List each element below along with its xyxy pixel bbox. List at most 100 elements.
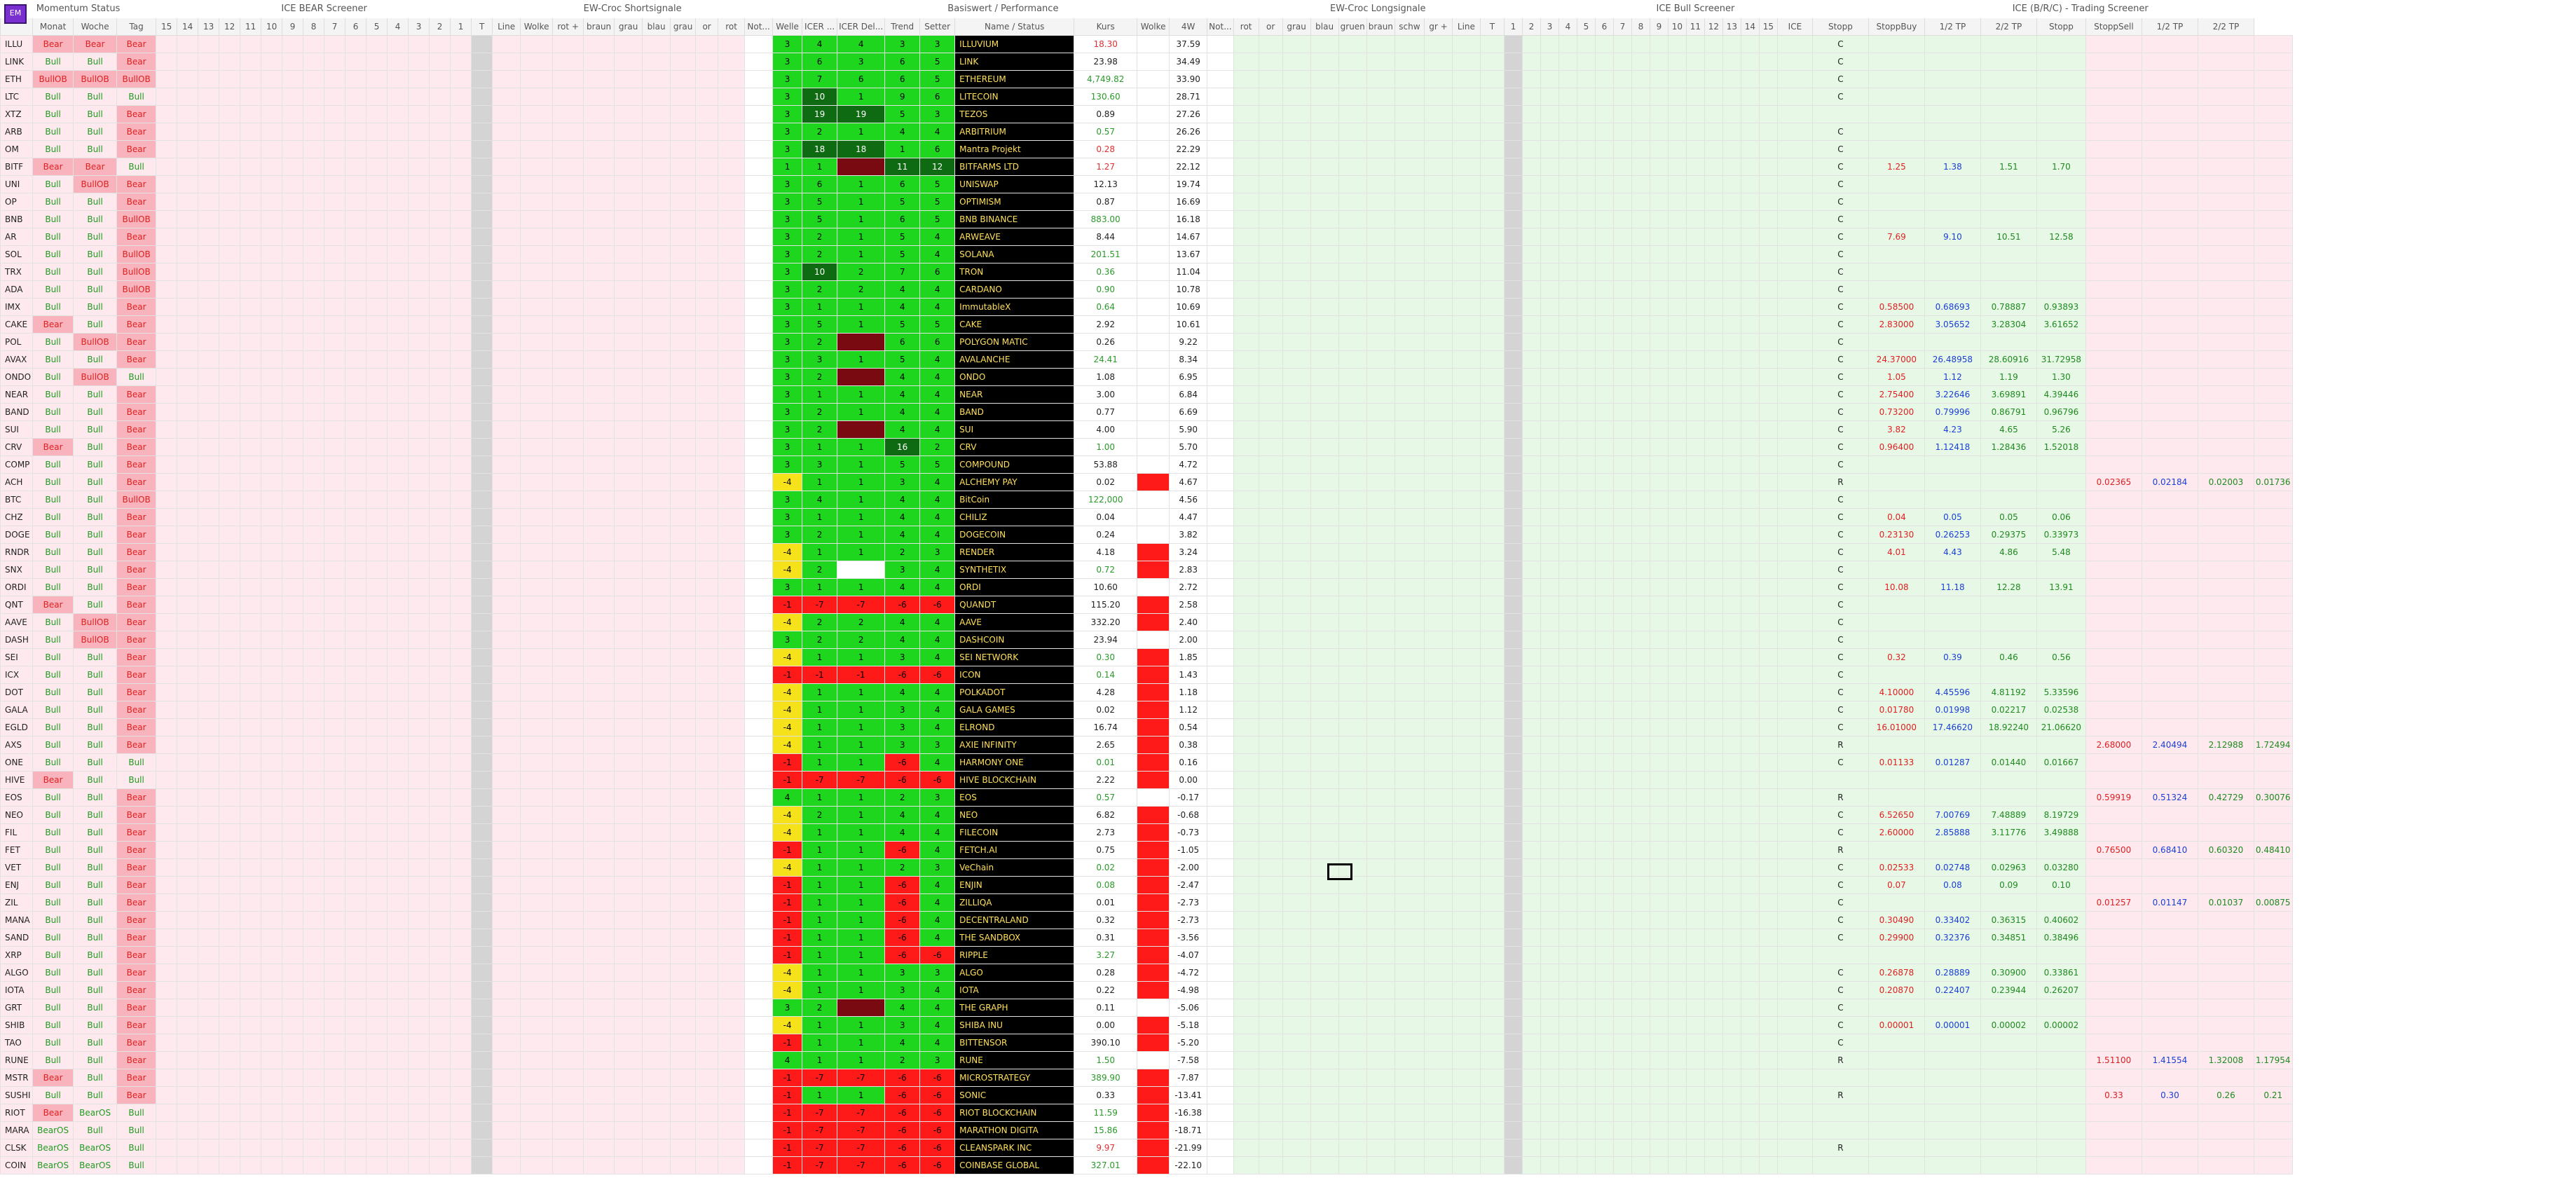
table-row[interactable]: XTZ Bull Bull Bear 3 19 19 5 3 TEZOS 0.89 27.26 — [0, 105, 2293, 123]
symbol-cell[interactable]: MANA — [0, 911, 34, 929]
table-row[interactable]: EGLD Bull Bull Bear -4 1 1 3 4 ELROND 16.74 0.54 C 16… — [0, 718, 2293, 737]
table-row[interactable]: COIN BearOS BearOS Bull -1 -7 -7 -6 -6 COINBASE G… — [0, 1156, 2293, 1174]
asset-name[interactable]: DOGECOIN — [954, 526, 1075, 544]
column-header[interactable]: 6 — [345, 18, 367, 36]
asset-name[interactable]: FILECOIN — [954, 823, 1075, 842]
column-header[interactable]: 1 — [450, 18, 472, 36]
asset-name[interactable]: OPTIMISM — [954, 193, 1075, 211]
asset-name[interactable]: NEAR — [954, 385, 1075, 404]
column-header[interactable]: blau — [1310, 18, 1339, 36]
column-header[interactable]: Name / Status — [954, 18, 1075, 36]
table-row[interactable]: IMX Bull Bull Bear 3 1 1 4 4 ImmutableX 0.64 10.69 C… — [0, 298, 2293, 316]
asset-name[interactable]: TRON — [954, 263, 1075, 281]
symbol-cell[interactable]: ADA — [0, 280, 34, 299]
column-header[interactable]: 8 — [1631, 18, 1650, 36]
asset-name[interactable]: UNISWAP — [954, 175, 1075, 193]
table-row[interactable]: MANA Bull Bull Bear -1 1 1 -6 4 DECENTRALAND 0.32-… — [0, 911, 2293, 929]
table-row[interactable]: CAKE Bear Bull Bear 3 5 1 5 5 CAKE 2.92 10.61 C 2.830… — [0, 315, 2293, 334]
column-header[interactable]: 1 — [1503, 18, 1523, 36]
column-header[interactable]: schw — [1394, 18, 1425, 36]
symbol-cell[interactable]: UNI — [0, 175, 34, 193]
table-row[interactable]: SNX Bull Bull Bear -4 2 3 4 SYNTHETIX 0.72 2.83 C — [0, 561, 2293, 579]
column-header[interactable]: 4W — [1169, 18, 1208, 36]
asset-name[interactable]: ARWEAVE — [954, 228, 1075, 246]
symbol-cell[interactable]: POL — [0, 333, 34, 351]
column-header[interactable]: 11 — [1685, 18, 1705, 36]
symbol-cell[interactable]: DOT — [0, 683, 34, 701]
column-header[interactable]: 1/2 TP — [2141, 18, 2198, 36]
column-header[interactable]: rot + — [552, 18, 584, 36]
asset-name[interactable]: CAKE — [954, 315, 1075, 334]
asset-name[interactable]: CLEANSPARK INC — [954, 1139, 1075, 1157]
symbol-cell[interactable]: LINK — [0, 53, 34, 71]
symbol-cell[interactable]: NEAR — [0, 385, 34, 404]
asset-name[interactable]: ILLUVIUM — [954, 35, 1075, 53]
asset-name[interactable]: POLKADOT — [954, 683, 1075, 701]
asset-name[interactable]: TEZOS — [954, 105, 1075, 123]
symbol-cell[interactable]: RNDR — [0, 543, 34, 561]
column-header[interactable]: Not... — [744, 18, 774, 36]
table-row[interactable]: TAO Bull Bull Bear -1 1 1 4 4 BITTENSOR 390.10 -5.2… — [0, 1034, 2293, 1052]
asset-name[interactable]: ALGO — [954, 964, 1075, 982]
symbol-cell[interactable]: VET — [0, 858, 34, 877]
symbol-cell[interactable]: TRX — [0, 263, 34, 281]
symbol-cell[interactable]: ETH — [0, 70, 34, 88]
column-header[interactable]: braun — [1366, 18, 1395, 36]
symbol-cell[interactable]: QNT — [0, 596, 34, 614]
table-row[interactable]: RNDR Bull Bull Bear -4 1 1 2 3 RENDER 4.18 3.24 C 4.0… — [0, 543, 2293, 561]
table-row[interactable]: SUSHI Bull Bull Bear -1 1 1 -6 -6 SONIC 0.33 -13.41… — [0, 1086, 2293, 1104]
symbol-cell[interactable]: ONE — [0, 753, 34, 772]
table-row[interactable]: MSTR Bear Bull Bear -1 -7 -7 -6 -6 MICROSTRATEGY 3… — [0, 1069, 2293, 1087]
symbol-cell[interactable]: COIN — [0, 1156, 34, 1174]
column-header[interactable]: 7 — [324, 18, 346, 36]
column-header[interactable]: 15 — [1758, 18, 1778, 36]
table-row[interactable]: NEAR Bull Bull Bear 3 1 1 4 4 NEAR 3.00 6.84 C 2.7540… — [0, 385, 2293, 404]
column-header[interactable]: Setter — [919, 18, 956, 36]
asset-name[interactable]: DASHCOIN — [954, 631, 1075, 649]
asset-name[interactable]: MARATHON DIGITA — [954, 1121, 1075, 1139]
symbol-cell[interactable]: NEO — [0, 806, 34, 824]
column-header[interactable]: Line — [492, 18, 521, 36]
column-header[interactable]: 10 — [261, 18, 283, 36]
table-row[interactable]: SAND Bull Bull Bear -1 1 1 -6 4 THE SANDBOX 0.31 -3… — [0, 929, 2293, 947]
asset-name[interactable]: SYNTHETIX — [954, 561, 1075, 579]
column-header[interactable]: 10 — [1667, 18, 1687, 36]
asset-name[interactable]: HIVE BLOCKCHAIN — [954, 771, 1075, 789]
symbol-cell[interactable]: EOS — [0, 788, 34, 807]
asset-name[interactable]: SOLANA — [954, 245, 1075, 263]
column-header[interactable]: blau — [642, 18, 671, 36]
asset-name[interactable]: ETHEREUM — [954, 70, 1075, 88]
asset-name[interactable]: BNB BINANCE — [954, 210, 1075, 228]
column-header[interactable]: T — [1479, 18, 1505, 36]
column-header[interactable]: StoppBuy — [1868, 18, 1925, 36]
symbol-cell[interactable]: SAND — [0, 929, 34, 947]
column-header[interactable]: ICER ... — [802, 18, 838, 36]
column-header[interactable]: 5 — [366, 18, 388, 36]
table-row[interactable]: RUNE Bull Bull Bear 4 1 1 2 3 RUNE 1.50 -7.58 R 1.511… — [0, 1051, 2293, 1069]
asset-name[interactable]: ZILLIQA — [954, 893, 1075, 912]
asset-name[interactable]: COMPOUND — [954, 455, 1075, 474]
symbol-cell[interactable]: ALGO — [0, 964, 34, 982]
symbol-cell[interactable]: ICX — [0, 666, 34, 684]
column-header[interactable]: grau — [614, 18, 643, 36]
asset-name[interactable]: AAVE — [954, 613, 1075, 631]
table-row[interactable]: AXS Bull Bull Bear -4 1 1 3 3 AXIE INFINITY 2.65 0.… — [0, 736, 2293, 754]
asset-name[interactable]: SUI — [954, 420, 1075, 439]
column-header[interactable]: rot — [718, 18, 746, 36]
column-header[interactable]: 2/2 TP — [1980, 18, 2037, 36]
symbol-cell[interactable]: BAND — [0, 403, 34, 421]
symbol-cell[interactable]: RUNE — [0, 1051, 34, 1069]
asset-name[interactable]: BITTENSOR — [954, 1034, 1075, 1052]
symbol-cell[interactable]: COMP — [0, 455, 34, 474]
column-header[interactable]: 2 — [429, 18, 451, 36]
column-header[interactable]: gruen — [1338, 18, 1367, 36]
symbol-cell[interactable]: OP — [0, 193, 34, 211]
asset-name[interactable]: ARBITRIUM — [954, 123, 1075, 141]
column-header[interactable]: Wolke — [520, 18, 554, 36]
column-header[interactable]: braun — [583, 18, 615, 36]
column-header[interactable]: Monat — [32, 18, 74, 36]
symbol-cell[interactable]: ARB — [0, 123, 34, 141]
table-row[interactable]: SEI Bull Bull Bear -4 1 1 3 4 SEI NETWORK 0.30 1.85… — [0, 648, 2293, 666]
column-header[interactable]: or — [695, 18, 719, 36]
column-header[interactable]: 11 — [240, 18, 262, 36]
